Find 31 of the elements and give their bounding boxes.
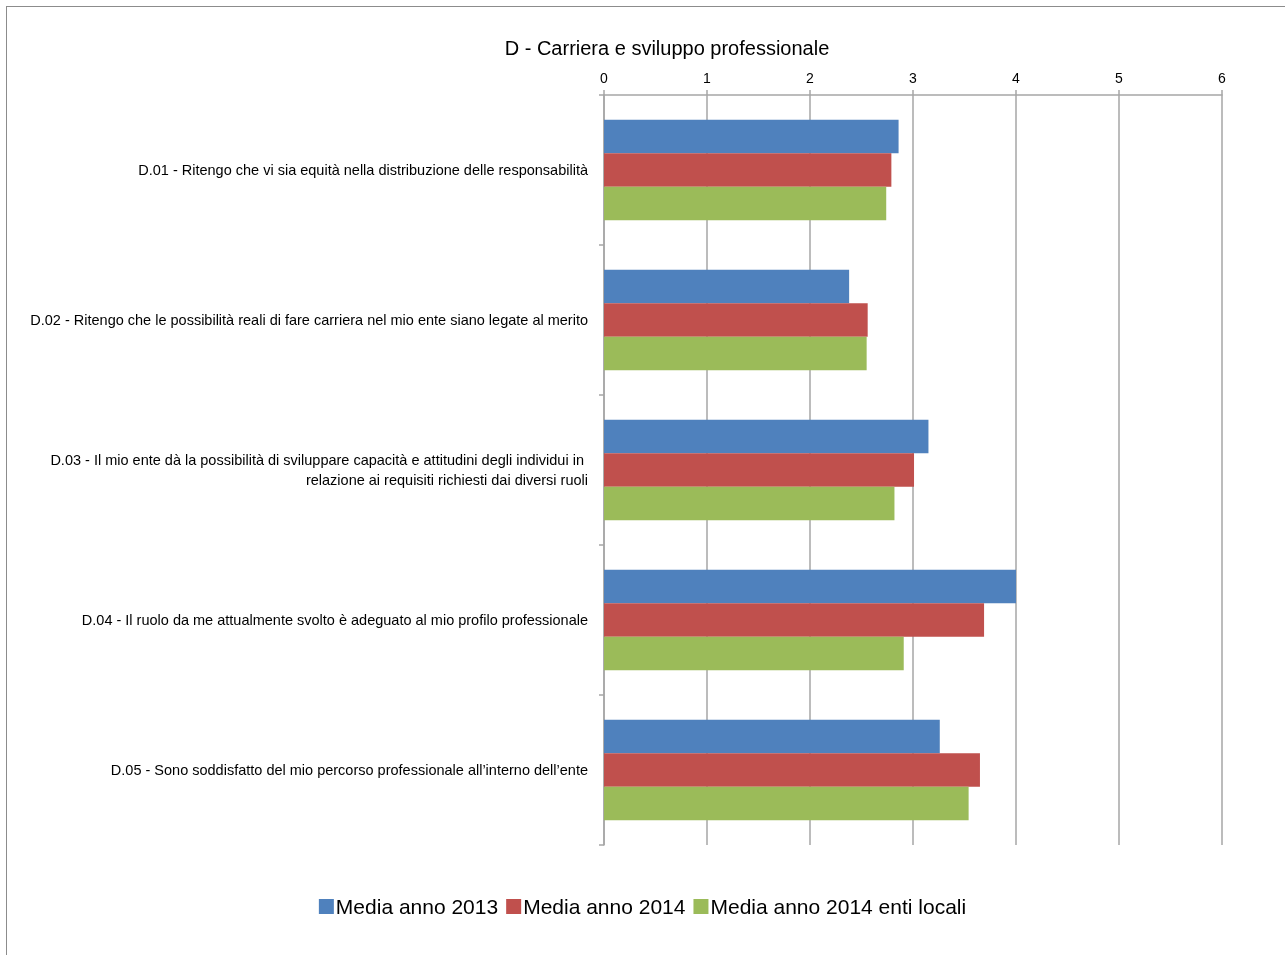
bar [604, 786, 969, 821]
legend-label: Media anno 2013 [335, 895, 499, 918]
bar [604, 486, 895, 521]
x-tick-label: 4 [1012, 70, 1021, 86]
x-tick-label: 0 [600, 70, 609, 86]
bar [604, 186, 887, 221]
bar [604, 119, 899, 154]
bar [604, 336, 867, 371]
bar [604, 453, 915, 487]
bar [604, 303, 868, 337]
bar [604, 753, 980, 787]
bar [604, 636, 904, 671]
y-tick-label: D.03 - Il mio ente dà la possibilità di sviluppare capacità e attitudini degli individui in relazione ai requisiti richiesti dai diversi ruoli [50, 452, 588, 488]
bar [604, 719, 940, 754]
x-tick-label: 5 [1115, 70, 1124, 86]
bar [604, 603, 985, 637]
x-tick-label: 2 [806, 70, 815, 86]
legend-label: Media anno 2014 enti locali [710, 895, 967, 918]
y-tick-label: D.05 - Sono soddisfatto del mio percorso professionale all’interno dell’ente [110, 762, 588, 778]
x-tick-label: 1 [703, 70, 712, 86]
legend-label: Media anno 2014 [523, 895, 686, 918]
x-tick-label: 6 [1218, 70, 1227, 86]
x-tick-label: 3 [909, 70, 918, 86]
y-tick-label: D.04 - Il ruolo da me attualmente svolto è adeguato al mio profilo professionale [81, 612, 588, 628]
chart-title: D - Carriera e sviluppo professionale [504, 37, 830, 59]
bar [604, 153, 892, 187]
bar [604, 419, 929, 454]
y-tick-label: D.01 - Ritengo che vi sia equità nella distribuzione delle responsabilità [138, 162, 589, 178]
y-tick-label: D.02 - Ritengo che le possibilità reali di fare carriera nel mio ente siano legate al merito [30, 312, 588, 328]
bar [604, 269, 850, 304]
bar [604, 569, 1016, 604]
